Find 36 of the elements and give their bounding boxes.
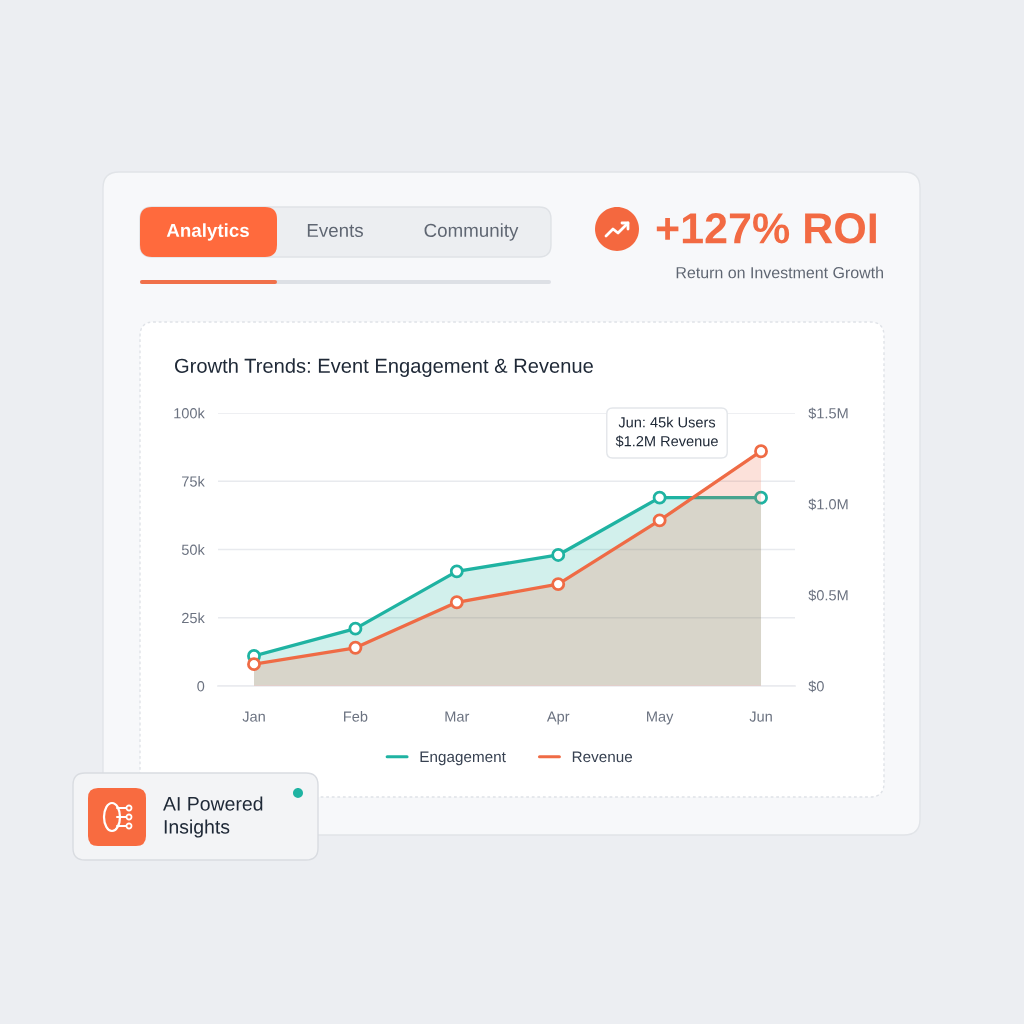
y-tick-label: 0 xyxy=(197,681,205,692)
x-tick-label: Feb xyxy=(344,711,368,722)
x-tick-label: Jan xyxy=(242,711,265,722)
annotation: Jun: 45k Users $1.2M Revenue xyxy=(615,416,718,448)
text: Community xyxy=(424,223,519,241)
point xyxy=(449,595,464,610)
y2-tick-label: $0 xyxy=(808,680,824,693)
text: Analytics xyxy=(166,223,249,241)
point xyxy=(754,444,768,459)
text: Return on Investment Growth xyxy=(676,266,883,279)
text: +127% ROI xyxy=(656,213,876,244)
point xyxy=(348,621,363,636)
y-tick-label: 50k xyxy=(181,544,205,555)
text: AI Powered Insights xyxy=(163,796,263,838)
point xyxy=(652,490,667,505)
point xyxy=(247,657,261,672)
x-tick-label: May xyxy=(647,711,674,725)
x-tick-label: Jun xyxy=(749,711,772,722)
x-tick-label: Apr xyxy=(546,711,570,725)
y-tick-label: 75k xyxy=(182,475,205,487)
point xyxy=(348,640,363,655)
legend-label: Revenue xyxy=(572,751,633,763)
point xyxy=(551,577,566,592)
y-tick-label: 25k xyxy=(182,612,205,624)
point xyxy=(551,548,566,562)
y2-tick-label: $1.5M xyxy=(808,407,848,420)
y2-tick-label: $1.0M xyxy=(808,498,848,511)
chart-title: Growth Trends: Event Engagement & Revenue xyxy=(175,358,593,377)
y-tick-label: 100k xyxy=(174,407,205,419)
point xyxy=(449,564,464,579)
x-tick-label: Mar xyxy=(445,711,470,722)
point xyxy=(754,490,768,505)
y2-tick-label: $0.5M xyxy=(808,589,848,602)
text: Events xyxy=(307,223,363,238)
legend-label: Engagement xyxy=(420,751,506,766)
point xyxy=(652,513,667,528)
